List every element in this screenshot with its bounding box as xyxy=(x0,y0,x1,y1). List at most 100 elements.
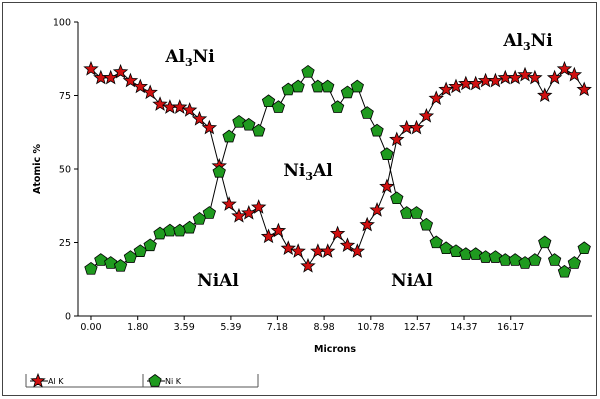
data-point-al-k xyxy=(152,96,168,111)
x-tick-label: 0.00 xyxy=(80,322,101,333)
data-point-ni-k xyxy=(350,79,364,93)
legend-label-ni-k: Ni K xyxy=(165,377,182,386)
phase-label-lower-left: NiAl xyxy=(197,271,239,291)
data-point-ni-k xyxy=(360,106,374,119)
x-tick-label: 5.39 xyxy=(220,322,241,333)
data-point-ni-k xyxy=(113,259,128,272)
data-point-ni-k xyxy=(488,250,503,263)
data-point-ni-k xyxy=(528,253,542,266)
y-tick-label: 100 xyxy=(53,18,71,29)
data-point-al-k xyxy=(201,119,218,135)
chart-frame xyxy=(2,2,597,396)
data-point-al-k xyxy=(290,243,306,258)
data-point-ni-k xyxy=(538,235,552,249)
data-point-ni-k xyxy=(547,253,562,266)
data-point-al-k xyxy=(122,72,139,88)
data-point-al-k xyxy=(102,69,119,85)
x-axis-title: Microns xyxy=(314,344,356,355)
data-point-ni-k xyxy=(370,123,384,137)
data-point-ni-k xyxy=(380,147,394,160)
x-tick-label: 12.57 xyxy=(404,322,431,333)
x-tick-label: 8.98 xyxy=(314,322,335,333)
y-tick-label: 50 xyxy=(59,165,71,176)
phase-label-center: Ni3Al xyxy=(283,161,333,183)
data-point-al-k xyxy=(142,84,158,100)
data-point-al-k xyxy=(576,81,592,97)
data-point-al-k xyxy=(379,178,395,194)
data-point-al-k xyxy=(260,228,277,244)
data-point-al-k xyxy=(546,69,563,85)
data-point-ni-k xyxy=(567,256,582,269)
data-point-ni-k xyxy=(390,191,404,205)
data-point-al-k xyxy=(517,66,533,82)
data-point-al-k xyxy=(487,72,504,88)
data-point-ni-k xyxy=(330,100,345,113)
x-tick-label: 16.17 xyxy=(497,322,524,333)
data-point-al-k xyxy=(241,204,257,220)
data-point-al-k xyxy=(250,199,267,214)
data-point-ni-k xyxy=(557,264,572,278)
y-axis-title: Atomic % xyxy=(32,144,43,195)
data-point-ni-k xyxy=(232,114,246,128)
data-point-ni-k xyxy=(429,235,443,249)
data-point-al-k xyxy=(132,78,149,94)
data-point-al-k xyxy=(181,102,198,117)
data-point-ni-k xyxy=(143,238,157,252)
x-tick-label: 1.80 xyxy=(127,322,148,333)
data-point-al-k xyxy=(418,107,435,123)
y-tick-label: 25 xyxy=(59,238,71,249)
data-point-al-k xyxy=(408,119,425,135)
data-point-al-k xyxy=(339,237,356,252)
data-point-al-k xyxy=(280,240,296,255)
data-point-ni-k xyxy=(202,206,217,219)
legend-marker-ni-k xyxy=(148,374,162,387)
data-point-ni-k xyxy=(321,79,335,93)
data-point-ni-k xyxy=(577,241,591,255)
data-point-al-k xyxy=(300,257,316,273)
data-point-ni-k xyxy=(222,129,236,143)
data-point-al-k xyxy=(83,60,99,76)
data-point-ni-k xyxy=(242,117,256,131)
data-point-al-k xyxy=(349,243,366,258)
x-tick-label: 10.78 xyxy=(357,322,384,333)
y-tick-label: 0 xyxy=(65,312,71,323)
data-point-al-k xyxy=(329,225,346,241)
data-point-al-k xyxy=(191,110,208,126)
data-point-al-k xyxy=(428,90,444,105)
phase-label-lower-right: NiAl xyxy=(391,271,433,291)
data-point-ni-k xyxy=(84,261,98,275)
data-point-ni-k xyxy=(261,94,276,108)
x-tick-label: 14.37 xyxy=(450,322,477,333)
x-tick-label: 3.59 xyxy=(174,322,195,333)
data-point-ni-k xyxy=(469,247,483,260)
data-point-al-k xyxy=(359,216,375,232)
legend-marker-al-k xyxy=(30,372,46,388)
data-point-al-k xyxy=(537,87,553,103)
data-point-ni-k xyxy=(508,253,522,266)
data-point-al-k xyxy=(566,66,583,82)
data-point-ni-k xyxy=(301,64,315,78)
data-point-ni-k xyxy=(104,256,118,269)
data-point-al-k xyxy=(507,69,523,85)
data-point-al-k xyxy=(231,207,247,223)
data-point-al-k xyxy=(467,75,484,91)
phase-label-upper-left: Al3Ni xyxy=(164,47,215,69)
data-point-al-k xyxy=(438,81,454,97)
x-tick-label: 7.18 xyxy=(267,322,288,333)
data-point-ni-k xyxy=(182,220,197,234)
data-point-ni-k xyxy=(419,217,434,231)
data-point-ni-k xyxy=(409,206,424,219)
data-point-al-k xyxy=(320,243,336,258)
data-point-ni-k xyxy=(252,123,266,137)
data-point-al-k xyxy=(112,63,129,79)
data-point-al-k xyxy=(369,202,385,217)
data-point-ni-k xyxy=(291,79,305,93)
phase-label-upper-right: Al3Ni xyxy=(502,31,553,53)
data-point-al-k xyxy=(556,60,573,76)
y-tick-label: 75 xyxy=(59,91,71,102)
data-point-ni-k xyxy=(94,253,108,266)
data-point-al-k xyxy=(270,222,287,238)
data-point-al-k xyxy=(527,69,543,85)
data-point-ni-k xyxy=(212,164,226,178)
